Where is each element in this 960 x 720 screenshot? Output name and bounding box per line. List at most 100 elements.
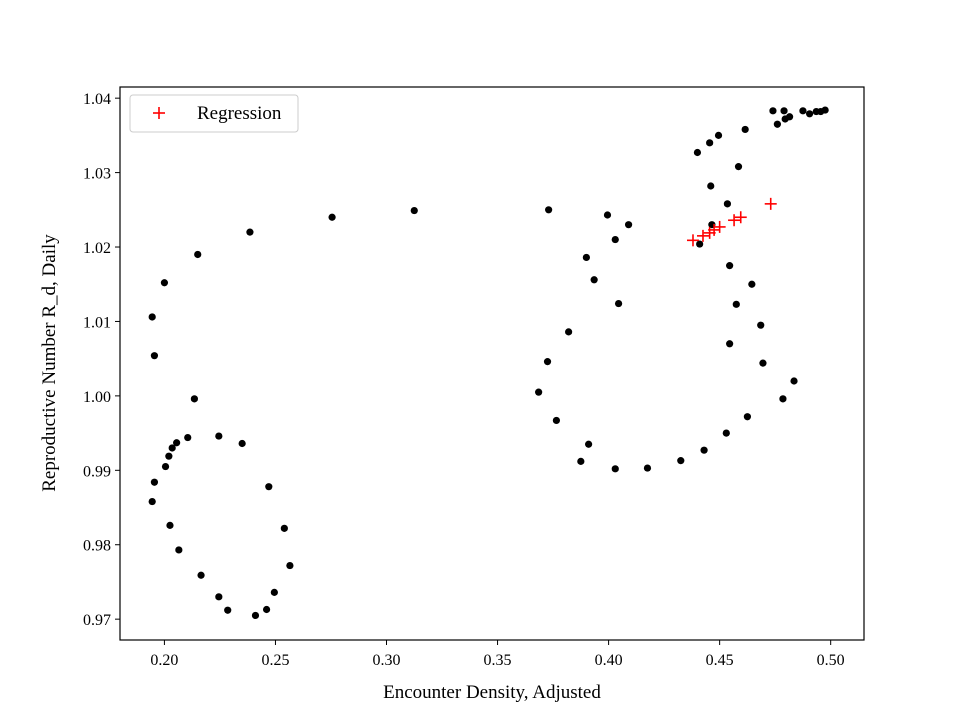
data-point xyxy=(552,416,561,425)
data-point xyxy=(714,131,723,139)
data-point xyxy=(726,340,734,348)
data-point xyxy=(545,206,553,214)
x-axis-label: Encounter Density, Adjusted xyxy=(383,682,601,703)
data-point xyxy=(582,253,590,262)
data-point xyxy=(677,457,685,465)
data-point xyxy=(769,107,777,115)
y-tick-label: 1.04 xyxy=(83,91,111,108)
data-point xyxy=(748,280,756,288)
data-point xyxy=(543,358,552,366)
data-point xyxy=(722,429,730,437)
data-point xyxy=(726,262,734,270)
regression-point xyxy=(728,214,741,227)
data-point xyxy=(197,571,205,579)
x-tick-label: 0.30 xyxy=(373,652,401,669)
data-point xyxy=(743,413,752,421)
data-point xyxy=(251,611,260,620)
data-point xyxy=(190,395,198,403)
data-point xyxy=(603,211,612,219)
axes: 0.20 0.25 0.30 0.35 0.40 0.45 0.50 0.97 0.98 0.99… xyxy=(83,86,865,669)
data-point xyxy=(611,465,619,473)
data-point xyxy=(590,276,598,284)
legend-marker-plus-icon xyxy=(153,107,165,119)
regression-point xyxy=(696,229,709,242)
legend: Regression xyxy=(129,94,299,133)
data-point xyxy=(780,107,788,115)
data-point xyxy=(535,388,543,396)
data-point xyxy=(643,464,652,472)
data-point xyxy=(246,228,254,236)
y-tick-label: 0.98 xyxy=(83,538,111,555)
data-point xyxy=(805,110,814,118)
data-point xyxy=(693,148,702,157)
data-point xyxy=(410,206,418,215)
data-point xyxy=(148,497,156,506)
regression-point xyxy=(713,220,726,233)
data-point xyxy=(150,352,159,360)
x-tick-label: 0.40 xyxy=(595,652,623,669)
x-tick-label: 0.20 xyxy=(150,652,178,669)
data-point xyxy=(786,113,794,121)
y-axis-label: Reproductive Number R_d, Daily xyxy=(39,234,60,492)
data-point xyxy=(723,200,732,208)
data-point xyxy=(175,546,183,554)
data-point xyxy=(790,377,798,385)
data-point xyxy=(286,561,294,570)
data-point xyxy=(215,593,223,601)
data-point xyxy=(734,163,743,171)
y-tick-label: 1.03 xyxy=(83,166,111,183)
data-point xyxy=(150,478,159,486)
data-point xyxy=(565,328,573,336)
y-tick-label: 1.02 xyxy=(83,240,111,257)
data-point xyxy=(160,279,169,287)
legend-label-regression: Regression xyxy=(197,103,282,124)
y-tick-label: 1.01 xyxy=(83,314,111,331)
y-tick-label: 1.00 xyxy=(83,389,111,406)
data-point xyxy=(624,221,633,229)
data-point xyxy=(741,125,749,134)
data-point xyxy=(168,444,176,452)
data-point xyxy=(706,139,714,147)
data-point xyxy=(265,483,273,491)
x-tick-label: 0.45 xyxy=(706,652,734,669)
plot-area xyxy=(148,106,829,620)
regression-point xyxy=(708,223,721,236)
data-point xyxy=(700,446,708,454)
data-point xyxy=(166,521,174,529)
data-point xyxy=(585,440,593,448)
data-point xyxy=(757,321,765,329)
data-point xyxy=(328,213,336,221)
data-point xyxy=(577,457,585,465)
legend-box xyxy=(129,94,299,133)
y-tick-label: 0.97 xyxy=(83,612,111,629)
x-tick-label: 0.50 xyxy=(817,652,845,669)
data-point xyxy=(194,250,202,259)
data-point xyxy=(215,432,223,440)
data-point xyxy=(759,359,767,367)
x-tick-label: 0.25 xyxy=(261,652,289,669)
data-point xyxy=(773,120,781,128)
regression-point xyxy=(764,197,777,210)
data-point xyxy=(270,588,278,596)
data-point xyxy=(262,605,271,614)
data-point xyxy=(184,433,192,442)
data-point xyxy=(224,606,232,614)
data-point xyxy=(696,240,704,248)
data-point xyxy=(707,182,715,190)
data-point xyxy=(614,299,623,308)
regression-point xyxy=(686,234,699,247)
data-point xyxy=(779,395,787,403)
data-point xyxy=(165,452,173,460)
data-point xyxy=(821,106,829,114)
data-point xyxy=(173,439,181,447)
data-point xyxy=(799,107,807,115)
data-point xyxy=(732,300,740,308)
data-point xyxy=(238,439,246,448)
data-point xyxy=(148,313,156,321)
x-tick-label: 0.35 xyxy=(484,652,512,669)
y-tick-label: 0.99 xyxy=(83,463,111,480)
regression-point xyxy=(734,211,747,224)
data-point xyxy=(611,235,619,244)
data-point xyxy=(280,524,288,532)
